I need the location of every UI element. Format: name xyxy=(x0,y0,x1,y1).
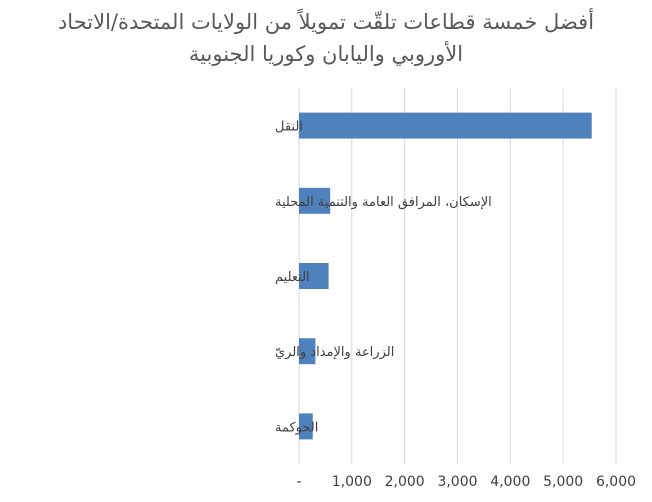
x-tick-label-0: - xyxy=(296,474,301,490)
x-tick-label-5: 5,000 xyxy=(543,474,583,490)
chart-title-line-1: أفضل خمسة قطاعات تلقّت تمويلاً من الولاي… xyxy=(57,10,595,34)
category-label-1: الإسكان، المرافق العامة والتنمية المحلية xyxy=(275,195,492,210)
bar-4 xyxy=(299,413,313,440)
x-tick-label-1: 1,000 xyxy=(332,474,372,490)
chart-title: أفضل خمسة قطاعات تلقّت تمويلاً من الولاي… xyxy=(0,6,652,70)
category-label-3: الزراعة والإمداد والريّ xyxy=(275,345,394,360)
bar-3 xyxy=(299,338,316,365)
bar-0 xyxy=(299,112,592,139)
x-tick-label-2: 2,000 xyxy=(385,474,425,490)
bar-2 xyxy=(299,263,329,289)
x-tick-label-3: 3,000 xyxy=(437,474,477,490)
x-tick-label-4: 4,000 xyxy=(490,474,530,490)
chart-title-line-2: الأوروبي واليابان وكوريا الجنوبية xyxy=(188,42,464,66)
category-label-0: النقل xyxy=(275,120,303,135)
bar-1 xyxy=(299,187,331,214)
x-tick-label-6: 6,000 xyxy=(596,474,636,490)
category-label-2: التعليم xyxy=(275,270,310,285)
category-label-4: الحوكمة xyxy=(275,420,318,435)
